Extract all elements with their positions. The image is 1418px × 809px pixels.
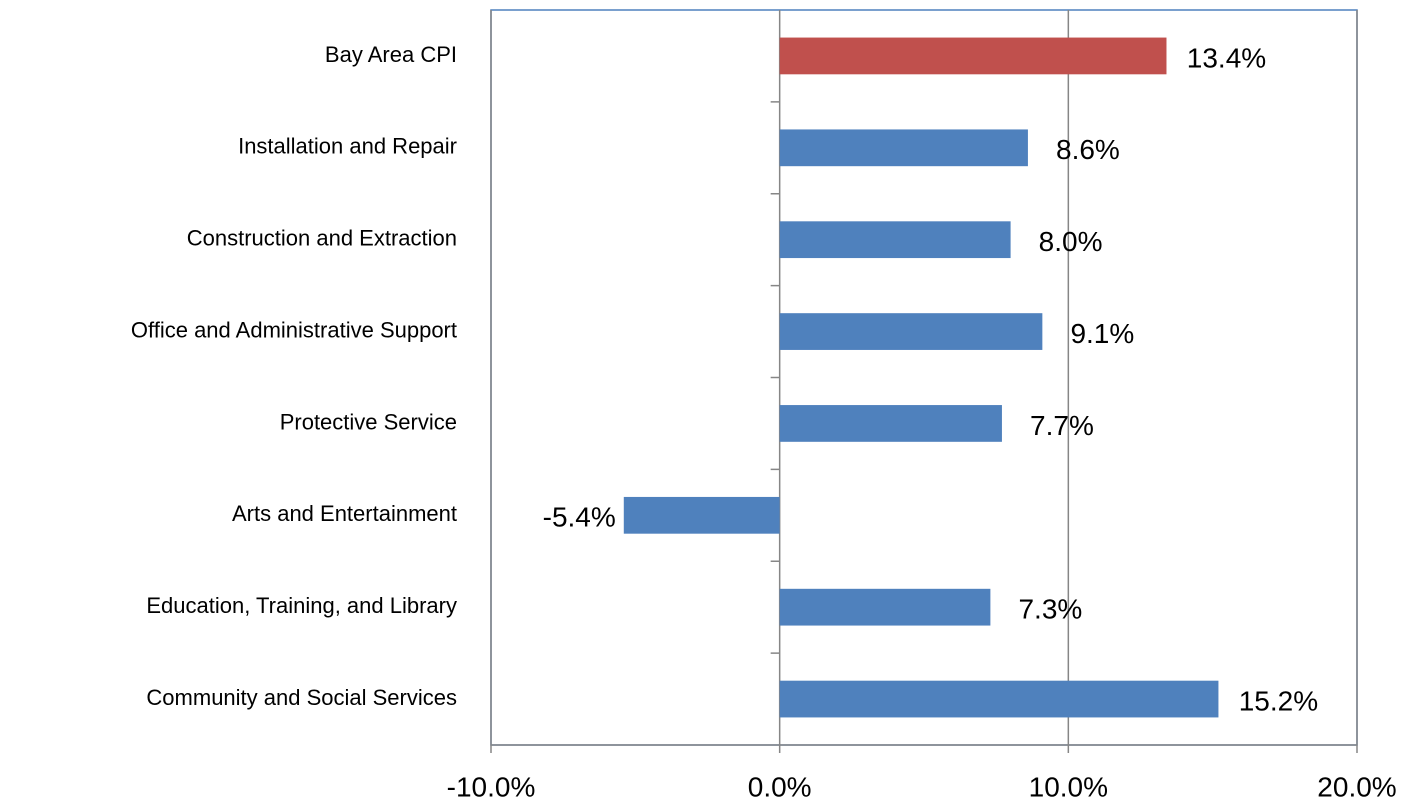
bar <box>779 313 1043 350</box>
value-label: 7.7% <box>1030 410 1094 441</box>
x-tick-label: 20.0% <box>1317 771 1396 802</box>
value-label: -5.4% <box>543 502 616 533</box>
value-label: 8.6% <box>1056 134 1120 165</box>
bar <box>779 37 1167 75</box>
x-tick-label: 0.0% <box>748 771 812 802</box>
bar <box>623 496 780 534</box>
category-label: Bay Area CPI <box>325 42 457 67</box>
value-label: 15.2% <box>1239 685 1318 716</box>
bar <box>779 221 1011 259</box>
category-label: Education, Training, and Library <box>146 593 457 618</box>
category-label: Arts and Entertainment <box>232 501 457 526</box>
category-label: Office and Administrative Support <box>131 317 457 342</box>
value-label: 9.1% <box>1070 318 1134 349</box>
value-label: 8.0% <box>1039 226 1103 257</box>
bar <box>779 405 1002 442</box>
x-tick-label: -10.0% <box>447 771 536 802</box>
category-label: Construction and Extraction <box>187 226 457 251</box>
bar <box>779 680 1219 718</box>
bar <box>779 588 991 626</box>
plot-frame <box>490 9 1358 746</box>
category-label: Installation and Repair <box>238 134 457 159</box>
value-label: 7.3% <box>1018 594 1082 625</box>
value-label: 13.4% <box>1187 42 1266 73</box>
category-label: Protective Service <box>280 409 457 434</box>
category-label: Community and Social Services <box>146 685 457 710</box>
bar <box>779 129 1028 167</box>
x-tick-label: 10.0% <box>1029 771 1108 802</box>
